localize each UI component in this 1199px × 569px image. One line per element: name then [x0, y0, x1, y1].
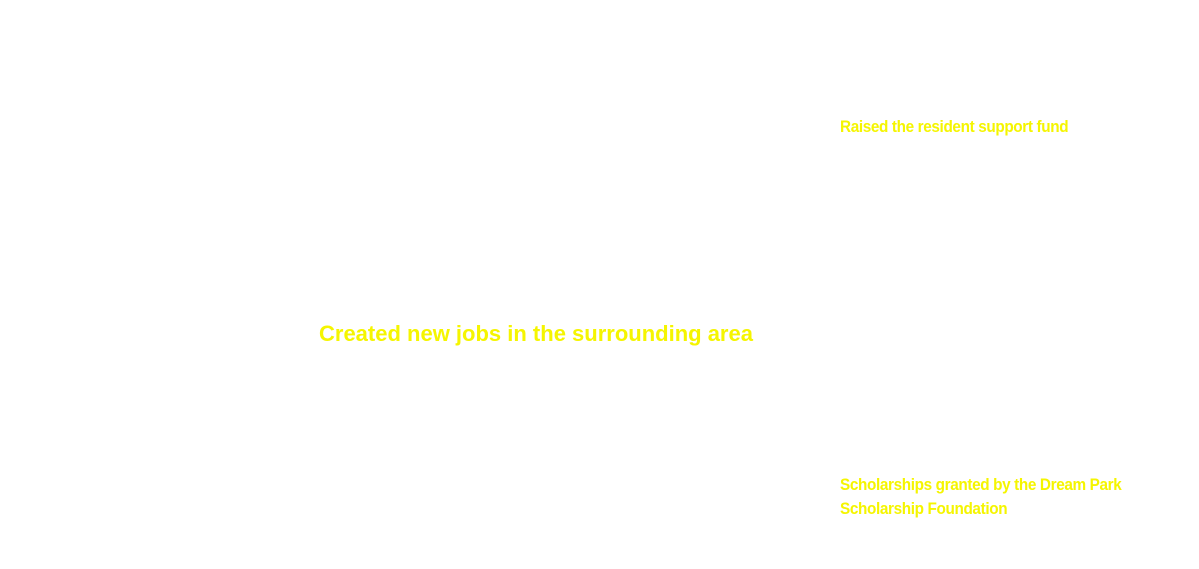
scholarships-caption-line-1: Scholarships granted by the Dream Park [840, 475, 1122, 494]
scholarships-caption: Scholarships granted by the Dream Park S… [840, 473, 1182, 521]
support-fund-caption: Raised the resident support fund [840, 117, 1069, 136]
jobs-created-caption: Created new jobs in the surrounding area [319, 321, 753, 346]
scholarships-caption-line-2: Scholarship Foundation [840, 499, 1008, 518]
